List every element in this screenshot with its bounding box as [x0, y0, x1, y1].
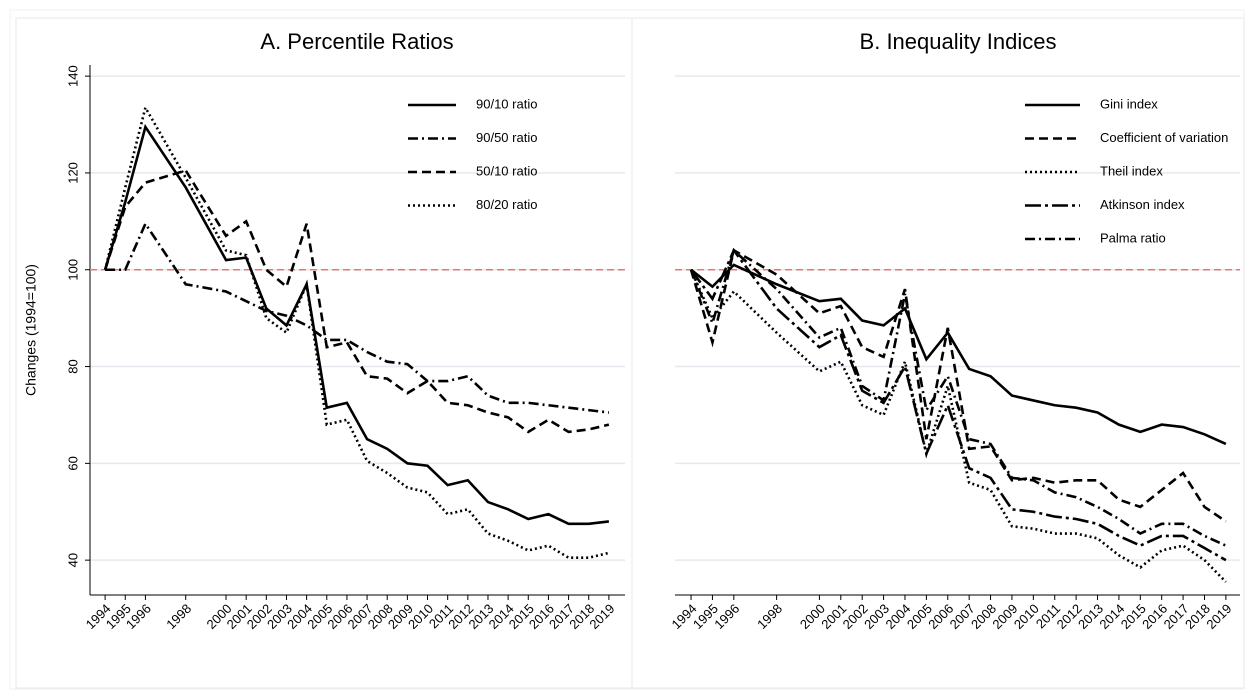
legend-label: Palma ratio: [1100, 230, 1166, 245]
panel-title: B. Inequality Indices: [860, 29, 1057, 54]
figure-frame: [9, 9, 1245, 690]
x-tick-label: 1998: [163, 601, 194, 632]
series-line: [105, 221, 610, 414]
legend-label: Coefficient of variation: [1100, 130, 1228, 145]
series-line: [689, 269, 1227, 583]
x-tick-label: 2019: [1203, 601, 1234, 632]
series-line: [103, 168, 610, 434]
legend-label: 50/10 ratio: [476, 163, 537, 178]
x-tick-label: 1996: [711, 601, 742, 632]
y-tick-label: 100: [65, 259, 80, 281]
y-tick-label: 60: [65, 456, 80, 470]
legend-label: 80/20 ratio: [476, 197, 537, 212]
panel-frame: [631, 17, 1245, 689]
y-tick-label: 140: [65, 65, 80, 87]
panel-title: A. Percentile Ratios: [260, 29, 453, 54]
x-tick-label: 1998: [754, 601, 785, 632]
series-line: [689, 248, 1227, 523]
legend-label: Gini index: [1100, 96, 1158, 111]
legend-label: Theil index: [1100, 163, 1163, 178]
y-tick-label: 120: [65, 162, 80, 184]
panel-frame: [15, 17, 633, 689]
legend-label: Atkinson index: [1100, 197, 1185, 212]
series-line: [690, 263, 1227, 446]
y-axis-label: Changes (1994=100): [23, 264, 39, 396]
legend-label: 90/10 ratio: [476, 96, 537, 111]
y-tick-label: 80: [65, 359, 80, 373]
series-line: [689, 248, 1227, 547]
y-tick-label: 40: [65, 553, 80, 567]
series-line: [103, 104, 610, 560]
series-line: [103, 123, 610, 526]
legend-label: 90/50 ratio: [476, 130, 537, 145]
series-line: [689, 247, 1227, 562]
